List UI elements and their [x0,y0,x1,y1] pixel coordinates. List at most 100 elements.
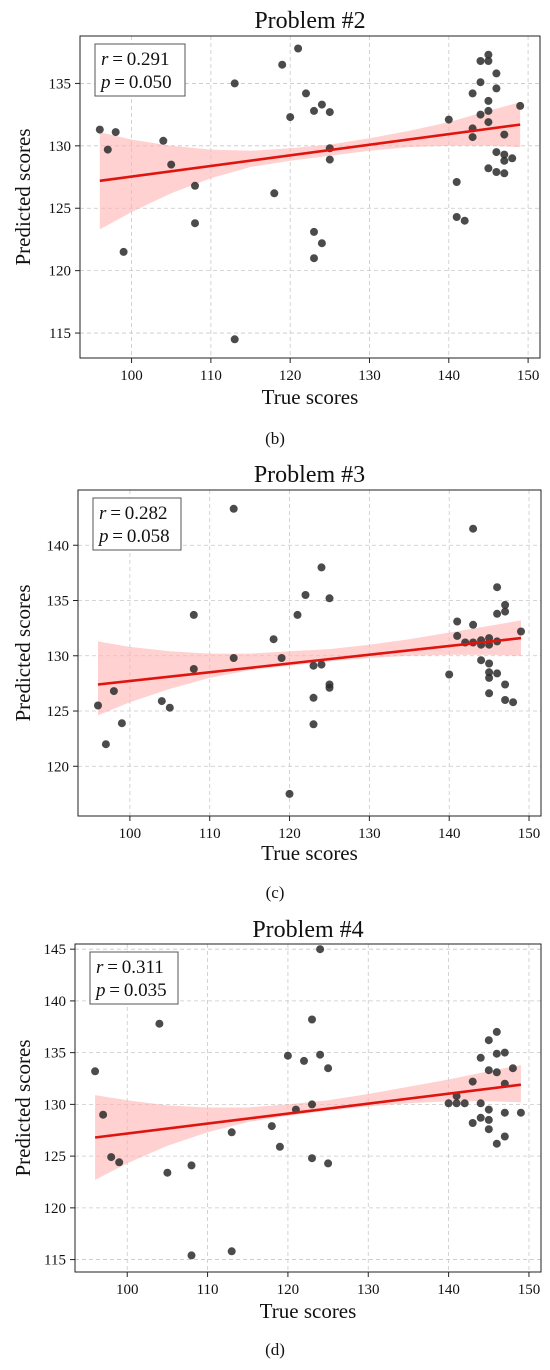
y-tick-label: 130 [47,649,70,665]
data-point [509,698,518,707]
y-axis-label: Predicted scores [11,584,35,721]
data-point [469,620,478,629]
stat-r-symbol: r [99,503,107,524]
data-point [165,703,174,712]
stats-box [92,497,182,551]
y-tick-label: 115 [44,1253,66,1269]
x-axis-label: True scores [261,841,358,865]
y-tick-label: 140 [44,994,67,1010]
data-point [269,635,278,644]
data-point [468,1119,477,1127]
data-point [476,1099,485,1108]
data-point [155,1019,164,1028]
data-point [111,128,120,137]
data-point [119,247,128,256]
stat-p-symbol: p [94,980,106,1001]
data-point [308,1154,316,1163]
data-point [484,50,493,59]
data-point [115,1158,124,1167]
y-tick-label: 135 [47,594,70,610]
data-point [485,689,494,698]
chart-panel-3: 100 110 120 130 140 150 120 125 130 135 140 Problem… [11,462,542,902]
data-point [277,654,286,662]
data-point [476,1053,485,1062]
data-point [95,125,104,134]
stats-box [89,951,179,1005]
data-point [317,660,326,669]
data-point [227,1247,236,1256]
stat-r: r = 0.282 [99,503,167,524]
stat-p-eq: = [111,72,129,93]
x-tick-label: 100 [119,826,142,842]
stat-p-eq: = [109,526,127,547]
data-point [460,216,469,225]
x-tick-label: 100 [116,1282,139,1298]
data-point [500,1132,509,1141]
data-point [484,1125,493,1134]
x-tick-label: 130 [358,826,381,842]
data-point [301,591,310,599]
data-point [476,1113,485,1122]
data-point [324,1064,333,1073]
data-point [308,1100,316,1109]
data-point [485,668,494,677]
plot-frame [79,35,541,359]
data-point [157,697,166,706]
y-tick-label: 140 [47,538,70,554]
data-point [317,100,326,109]
stat-r-value: 0.291 [127,49,170,70]
data-point [492,1139,501,1148]
data-point [476,78,485,87]
data-point [484,1105,493,1114]
data-point [229,654,238,662]
data-point [275,1142,284,1151]
data-point [230,79,239,88]
x-tick-label: 130 [358,368,381,384]
data-point [484,1115,493,1124]
data-point [91,1067,100,1076]
y-axis-label: Predicted scores [11,128,35,265]
data-point [444,115,453,124]
data-point [501,680,510,689]
stat-r-value: 0.311 [122,957,164,978]
data-point [500,156,509,165]
data-point [500,1048,509,1057]
data-point [310,254,318,263]
x-tick-label: 150 [517,368,540,384]
data-point [516,101,525,110]
data-point [477,656,486,665]
data-point [316,1050,325,1059]
regression-line [97,636,522,686]
x-tick-label: 110 [200,368,222,384]
stat-r: r = 0.291 [101,49,169,70]
data-point [283,1051,292,1060]
data-point [492,148,501,157]
chart-panel-2: 100 110 120 130 140 150 115 120 125 130 135 Problem… [11,8,541,448]
data-point [163,1168,172,1177]
y-tick-label: 145 [44,942,67,958]
stat-p: p = 0.035 [94,980,167,1001]
stat-r-symbol: r [101,49,109,70]
data-point [189,665,198,673]
data-point [325,594,334,603]
data-point [508,154,517,163]
stat-p-value: 0.050 [129,72,172,93]
data-point [484,106,493,115]
plot-frame [74,943,542,1273]
chart-title: Problem #2 [254,8,365,34]
data-point [453,631,462,640]
data-point [300,1056,308,1065]
chart-title: Problem #3 [254,462,365,488]
stat-r-eq: = [108,49,126,70]
data-point [485,673,494,682]
data-point [294,44,303,53]
panel-letter: (d) [265,1340,285,1359]
data-point [501,607,510,616]
data-point [484,96,493,105]
data-point [517,627,525,636]
data-point [468,133,477,142]
data-point [293,610,302,619]
data-point [460,1099,469,1108]
y-axis-label: Predicted scores [11,1039,35,1176]
